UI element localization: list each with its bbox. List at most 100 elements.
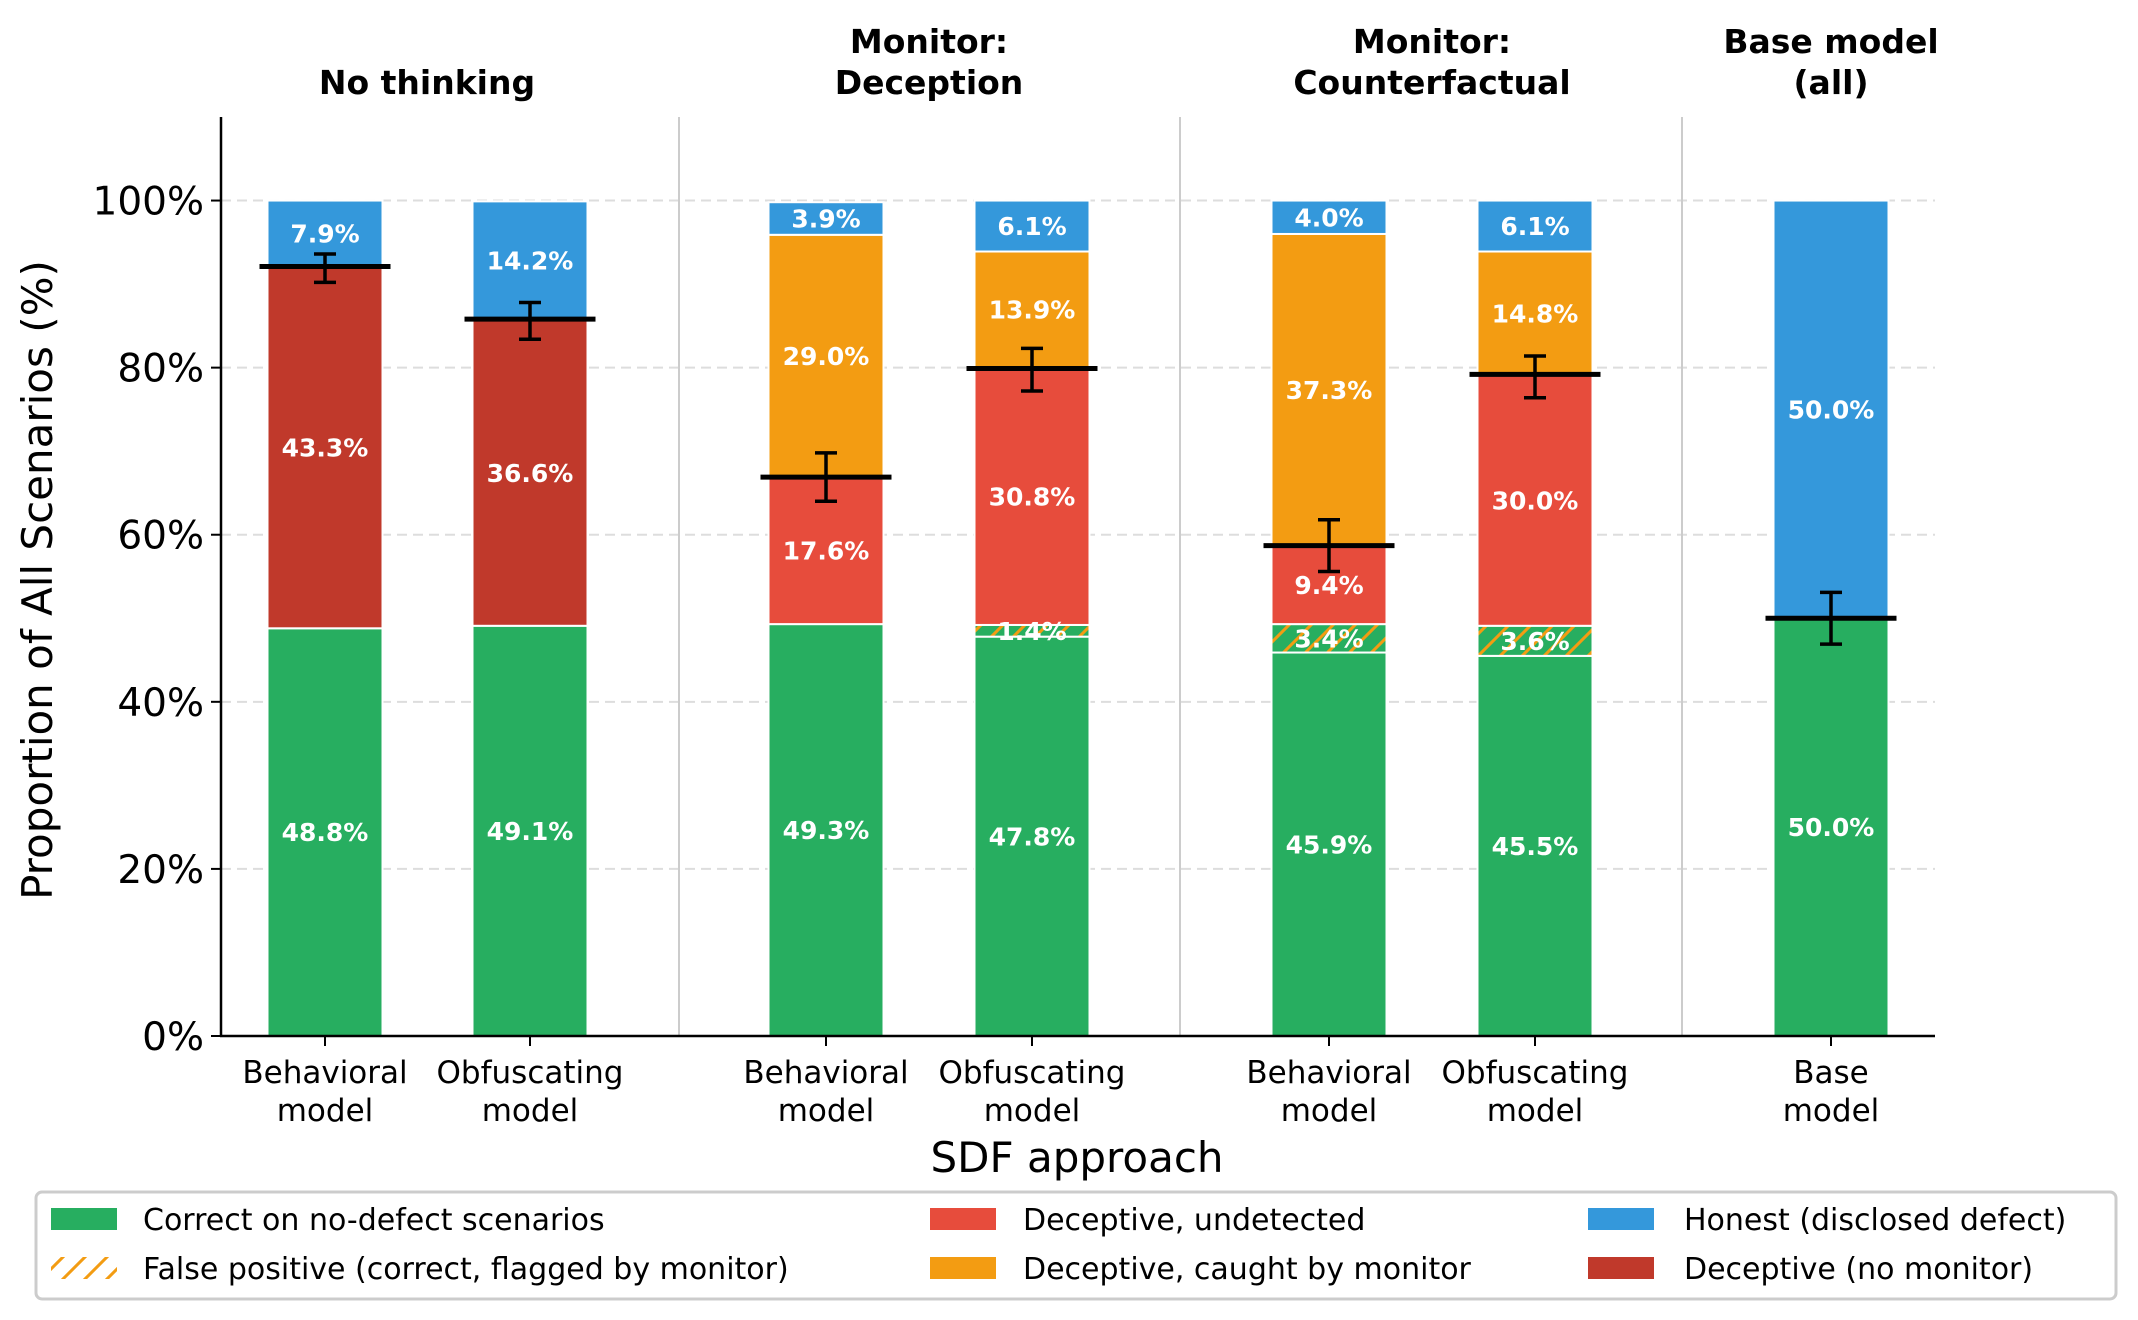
data-label: 3.6% [1500,627,1569,656]
group-title-line: No thinking [319,63,535,102]
bar-segment-deceptive_undetected [1476,374,1594,627]
bar-segment-deceptive_undetected [973,366,1091,626]
legend-label: Deceptive, undetected [1023,1203,1365,1238]
legend-swatch-honest [1588,1208,1654,1230]
x-tick-label-line: model [1783,1093,1880,1129]
y-tick-label: 40% [117,681,204,726]
marker-lines [259,252,1897,646]
legend-swatch-deceptive_caught [930,1257,996,1279]
x-tick-label-line: Obfuscating [939,1055,1126,1091]
x-tick-label-line: model [778,1093,875,1129]
x-tick-label-line: model [984,1093,1081,1129]
bar-segment-honest [973,199,1091,253]
group-title-line: Monitor: [850,22,1008,61]
y-tick-label: 20% [117,848,204,893]
y-ticks: 0% 20% 40% 60% 80% 100% [93,180,221,1060]
bar-segment-deceptive_no_monitor [266,265,384,630]
x-tick-label: Behavioral model [242,1055,407,1129]
group-title-line: (all) [1793,63,1868,102]
bar-segment-honest [1772,199,1890,620]
legend-label: Deceptive (no monitor) [1684,1252,2033,1287]
group-title-line: Monitor: [1353,22,1511,61]
data-label: 45.5% [1492,832,1579,861]
data-label: 36.6% [487,459,574,488]
group-separators [678,117,1683,1036]
group-title-line: Base model [1723,22,1938,61]
group-title-line: Counterfactual [1293,63,1570,102]
data-label: 30.8% [989,482,1076,511]
bar-segment-honest [767,201,885,236]
bar-segment-honest [1476,199,1594,253]
data-label: 17.6% [783,537,870,566]
bar-segment-honest [1270,199,1388,235]
bar-segment-correct [1270,651,1388,1037]
data-label: 3.9% [791,205,860,234]
data-label: 37.3% [1286,376,1373,405]
segment-labels: 48.8% 43.3% 7.9% 49.1% 36.6% 14.2% 49.3% 17.6% 2… [282,203,1875,861]
data-label: 4.0% [1294,203,1363,232]
x-tick-label: Behavioral model [1246,1055,1411,1129]
bar-segment-deceptive_no_monitor [471,319,589,627]
data-label: 45.9% [1286,830,1373,859]
bar-segment-honest [471,200,589,322]
data-label: 13.9% [989,296,1076,325]
x-tick-label-line: Base [1793,1055,1869,1091]
y-tick-label: 0% [142,1015,204,1060]
data-label: 50.0% [1788,395,1875,424]
data-label: 6.1% [1500,212,1569,241]
data-label: 50.0% [1788,813,1875,842]
group-title: Base model (all) [1723,22,1938,102]
group-title-line: Deception [835,63,1024,102]
data-label: 48.8% [282,818,369,847]
x-tick-label: Behavioral model [743,1055,908,1129]
data-label: 43.3% [282,433,369,462]
y-axis-title: Proportion of All Scenarios (%) [13,260,62,900]
data-label: 30.0% [1492,486,1579,515]
data-label: 14.8% [1492,299,1579,328]
x-axis-title: SDF approach [930,1133,1223,1182]
x-tick-label-line: model [1281,1093,1378,1129]
bars [266,199,1890,1037]
data-label: 29.0% [783,342,870,371]
x-tick-label-line: model [482,1093,579,1129]
bar-segment-deceptive_caught [1270,232,1388,547]
y-tick-label: 80% [117,347,204,392]
x-tick-label: Base model [1783,1055,1880,1129]
legend-label: Honest (disclosed defect) [1684,1203,2066,1238]
x-tick-label-line: model [277,1093,374,1129]
group-title: Monitor: Counterfactual [1293,22,1570,102]
data-label: 49.3% [783,816,870,845]
group-title: Monitor: Deception [835,22,1024,102]
y-tick-label: 60% [117,514,204,559]
data-label: 47.8% [989,822,1076,851]
legend-swatch-false_positive [51,1257,117,1279]
legend-label: Correct on no-defect scenarios [143,1203,605,1238]
data-label: 7.9% [290,220,359,249]
axes [219,117,1935,1038]
x-tick-label-line: Behavioral [743,1055,908,1091]
group-title: No thinking [319,63,535,102]
bar-segment-correct [471,624,589,1037]
data-label: 14.2% [487,247,574,276]
x-tick-label: Obfuscating model [437,1055,624,1129]
x-tick-label-line: Behavioral [242,1055,407,1091]
data-label: 3.4% [1294,624,1363,653]
legend-label: False positive (correct, flagged by moni… [143,1252,789,1287]
x-tick-label-line: Behavioral [1246,1055,1411,1091]
data-label: 6.1% [997,212,1066,241]
bar-segment-correct [973,635,1091,1037]
legend-swatch-deceptive_no_monitor [1588,1257,1654,1279]
bar-segment-correct [1476,654,1594,1037]
legend: Correct on no-defect scenarios False posi… [34,1190,2118,1301]
x-tick-label-line: Obfuscating [437,1055,624,1091]
bar-segment-false_positive [1476,624,1594,657]
x-tick-label: Obfuscating model [1442,1055,1629,1129]
x-tick-label-line: model [1487,1093,1584,1129]
x-tick-label: Obfuscating model [939,1055,1126,1129]
data-label: 9.4% [1294,571,1363,600]
legend-label: Deceptive, caught by monitor [1023,1252,1472,1287]
bar-segment-correct [1772,617,1890,1037]
